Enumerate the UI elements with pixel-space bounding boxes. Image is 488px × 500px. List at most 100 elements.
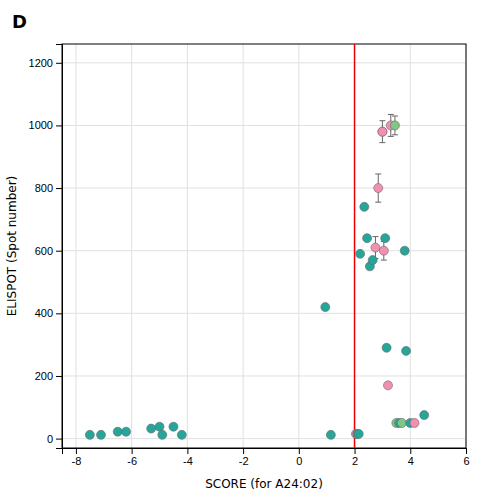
point (390, 121, 399, 130)
tick-mark (355, 448, 356, 454)
point (85, 430, 94, 439)
tick-mark (56, 251, 62, 252)
tick-mark (56, 439, 62, 440)
tick-mark (243, 448, 244, 454)
point (371, 243, 380, 252)
error-bar-cap (381, 260, 387, 261)
error-bar-cap (379, 142, 385, 143)
point (354, 429, 363, 438)
point (177, 430, 186, 439)
grid-line (243, 44, 244, 448)
point (97, 430, 106, 439)
tick-mark (56, 376, 62, 377)
grid-line (62, 62, 466, 63)
axis-line (56, 45, 63, 449)
tick: 2 (352, 448, 358, 467)
tick: 0 (296, 448, 302, 467)
error-bar-cap (392, 134, 398, 135)
tick-label: 4 (408, 455, 414, 467)
tick-mark (410, 448, 411, 454)
plot: -8 -6 -4 -2 0 2 4 6 0 200 400 600 800 1000 1200 (29, 44, 470, 467)
tick-label: 800 (35, 182, 53, 194)
grid-line (62, 125, 466, 126)
tick-label: 6 (463, 455, 469, 467)
tick-label: 1000 (29, 119, 53, 131)
grid-line (298, 44, 299, 448)
grid-line (75, 44, 76, 448)
tick-label: -4 (183, 455, 193, 467)
point (356, 249, 365, 258)
error-bar-cap (372, 236, 378, 237)
tick-mark (56, 63, 62, 64)
grid-line (62, 438, 466, 439)
point (363, 234, 372, 243)
y-axis-title: ELISPOT (Spot number) (5, 176, 19, 317)
error-bar-cap (379, 120, 385, 121)
point (368, 256, 377, 265)
point (360, 202, 369, 211)
x-axis: -8 -6 -4 -2 0 2 4 6 (63, 448, 470, 467)
tick-mark (187, 448, 188, 454)
grid-line (131, 44, 132, 448)
error-bar-cap (392, 116, 398, 117)
point (122, 427, 131, 436)
tick: 6 (463, 448, 469, 467)
point (321, 303, 330, 312)
tick: 400 (35, 307, 62, 319)
tick-label: 0 (296, 455, 302, 467)
point (326, 430, 335, 439)
tick: 1000 (29, 119, 62, 131)
tick-mark (466, 448, 467, 454)
error-bar-cap (375, 202, 381, 203)
error-bar-cap (388, 114, 394, 115)
axis-line (63, 449, 467, 455)
tick: -4 (183, 448, 193, 467)
tick-mark (56, 313, 62, 314)
tick: 600 (35, 245, 62, 257)
tick-label: 0 (47, 433, 53, 445)
plot-frame (62, 44, 466, 448)
tick: -2 (239, 448, 249, 467)
grid-line (354, 44, 355, 448)
point (381, 234, 390, 243)
tick: -8 (72, 448, 82, 467)
point (147, 424, 156, 433)
grid-line (62, 188, 466, 189)
point (402, 346, 411, 355)
tick: 200 (35, 370, 62, 382)
tick: 1200 (29, 57, 62, 69)
tick-mark (76, 448, 77, 454)
grid-line (62, 375, 466, 376)
point (113, 427, 122, 436)
tick: 800 (35, 182, 62, 194)
point (383, 381, 392, 390)
tick-label: 200 (35, 370, 53, 382)
tick-label: 2 (352, 455, 358, 467)
tick-mark (56, 188, 62, 189)
point (158, 430, 167, 439)
point (155, 422, 164, 431)
panel-label: D (12, 11, 27, 32)
tick-label: 400 (35, 307, 53, 319)
point (378, 127, 387, 136)
tick: 4 (408, 448, 414, 467)
point (397, 418, 406, 427)
point (410, 418, 419, 427)
point (379, 246, 388, 255)
tick-mark (299, 448, 300, 454)
point (400, 246, 409, 255)
point (169, 422, 178, 431)
tick-mark (56, 125, 62, 126)
grid-line (187, 44, 188, 448)
point (382, 343, 391, 352)
error-bar-cap (375, 173, 381, 174)
tick: 0 (47, 433, 62, 445)
tick-label: -6 (127, 455, 137, 467)
grid-line (410, 44, 411, 448)
tick-label: 1200 (29, 57, 53, 69)
tick-label: -8 (72, 455, 82, 467)
marks (85, 44, 428, 448)
x-axis-title: SCORE (for A24:02) (205, 477, 323, 491)
tick-label: 600 (35, 245, 53, 257)
grid (62, 44, 466, 448)
